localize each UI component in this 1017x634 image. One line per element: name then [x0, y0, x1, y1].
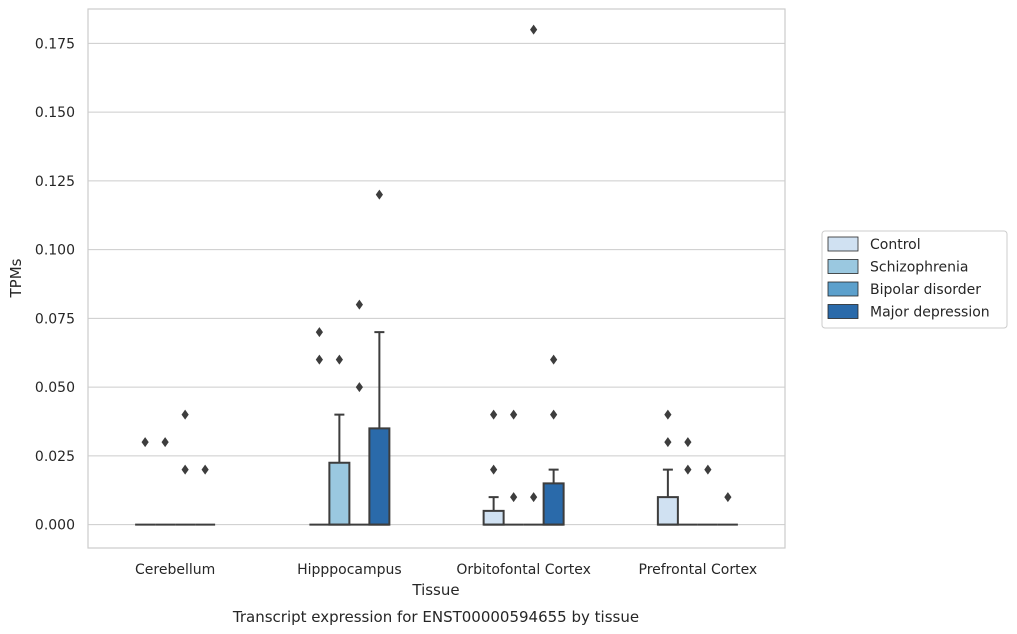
box-plot: [328, 354, 351, 526]
legend-swatch: [827, 236, 859, 252]
box: [656, 496, 679, 526]
legend-items: Control Schizophrenia Bipolar disorder Majo…: [827, 236, 990, 321]
gridlines: [88, 42, 785, 526]
outlier-point: [161, 437, 169, 448]
y-tick-label: 0.175: [35, 36, 75, 52]
boxes: [135, 24, 738, 526]
outlier-point: [510, 492, 518, 503]
legend-swatch: [827, 304, 859, 319]
outlier-point: [530, 24, 538, 35]
chart-caption: Transcript expression for ENST0000059465…: [232, 608, 639, 626]
outlier-point: [315, 354, 323, 365]
x-axis-title: Tissue: [411, 581, 459, 599]
y-tick-label: 0.050: [35, 380, 75, 396]
outlier-point: [550, 409, 558, 420]
outlier-point: [355, 299, 363, 310]
x-tick-label: Hipppocampus: [297, 562, 402, 578]
box: [328, 461, 351, 526]
box-plot: [656, 409, 679, 526]
outlier-point: [490, 464, 498, 475]
box-plot: [349, 299, 370, 526]
legend-label: Control: [870, 237, 921, 253]
legend: Control Schizophrenia Bipolar disorder Majo…: [821, 230, 1008, 329]
outlier-point: [664, 409, 672, 420]
box: [482, 509, 505, 526]
legend-label: Major depression: [870, 305, 990, 321]
outlier-point: [375, 189, 383, 200]
y-tick-label: 0.150: [35, 105, 75, 121]
outlier-point: [201, 464, 209, 475]
outlier-point: [510, 409, 518, 420]
plot-frame: [87, 8, 786, 549]
box-plot: [677, 437, 698, 526]
outlier-point: [684, 464, 692, 475]
box-plot: [155, 437, 176, 526]
outlier-point: [355, 382, 363, 393]
x-tick-label: Orbitofontal Cortex: [456, 562, 591, 578]
legend-label: Schizophrenia: [870, 260, 968, 276]
box-plot: [523, 24, 544, 526]
box: [368, 427, 391, 526]
outlier-point: [724, 492, 732, 503]
box-plot: [195, 464, 216, 526]
box: [542, 482, 565, 526]
outlier-point: [181, 464, 189, 475]
outlier-point: [664, 437, 672, 448]
y-axis-title: TPMs: [7, 258, 25, 298]
outlier-point: [490, 409, 498, 420]
outlier-point: [704, 464, 712, 475]
box-plot: [542, 354, 565, 526]
outlier-point: [181, 409, 189, 420]
box-plot: [717, 492, 738, 526]
legend-swatch: [827, 259, 859, 274]
x-tick-labels: Cerebellum Hipppocampus Orbitofontal Corte…: [135, 562, 757, 578]
outlier-point: [550, 354, 558, 365]
outlier-point: [315, 327, 323, 338]
box-plot: [503, 409, 524, 526]
legend-frame: [821, 230, 1008, 329]
y-tick-label: 0.000: [35, 518, 75, 534]
box-plot: [697, 464, 718, 526]
outlier-point: [335, 354, 343, 365]
y-tick-label: 0.100: [35, 243, 75, 259]
legend-swatch: [827, 281, 859, 297]
box-plot: [309, 327, 330, 526]
outlier-point: [141, 437, 149, 448]
outlier-point: [530, 492, 538, 503]
box-plot: [482, 409, 505, 526]
y-tick-label: 0.025: [35, 449, 75, 465]
outlier-point: [684, 437, 692, 448]
box-plot: [135, 437, 156, 526]
y-tick-labels: 0.000 0.025 0.050 0.075 0.100 0.125 0.150 0.175: [35, 36, 75, 533]
legend-label: Bipolar disorder: [870, 282, 981, 298]
box-plot: [368, 189, 391, 526]
x-tick-label: Cerebellum: [135, 562, 215, 578]
box-plot: [175, 409, 196, 526]
y-tick-label: 0.075: [35, 311, 75, 327]
y-tick-label: 0.125: [35, 174, 75, 190]
x-tick-label: Prefrontal Cortex: [639, 562, 758, 578]
